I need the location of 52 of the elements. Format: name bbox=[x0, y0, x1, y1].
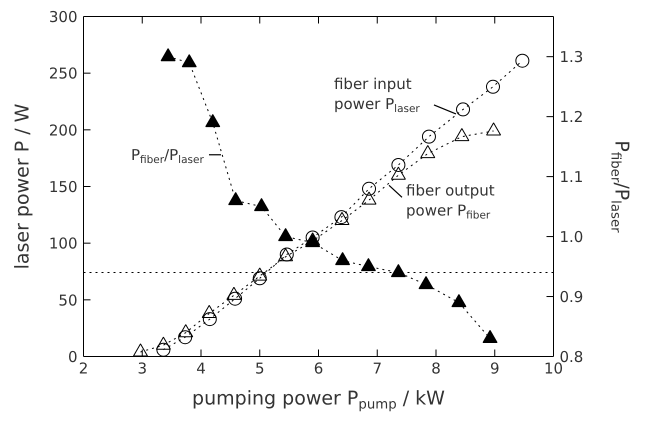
point bbox=[456, 102, 470, 116]
x-tick-label: 3 bbox=[137, 360, 148, 378]
point bbox=[178, 324, 194, 338]
y-tick-label: 150 bbox=[48, 178, 78, 196]
point bbox=[390, 166, 406, 180]
y2-tick-label: 1.0 bbox=[560, 228, 584, 246]
point bbox=[420, 145, 436, 158]
y2-tick-label: 1.1 bbox=[560, 168, 584, 186]
y2-tick-label: 0.9 bbox=[560, 288, 584, 306]
x-tick-label: 5 bbox=[254, 360, 265, 378]
x-tick-label: 9 bbox=[490, 360, 500, 378]
point bbox=[515, 54, 530, 68]
point bbox=[362, 182, 376, 196]
x-tick-label: 6 bbox=[314, 360, 324, 378]
point bbox=[228, 192, 244, 206]
point bbox=[252, 271, 267, 286]
point bbox=[205, 114, 220, 128]
point bbox=[132, 343, 148, 357]
y2-axis-title: Pfiber/Plaser bbox=[607, 140, 632, 234]
y-axis-title: laser power P / W bbox=[12, 103, 34, 270]
point bbox=[418, 276, 434, 290]
point bbox=[362, 192, 377, 205]
point bbox=[454, 128, 470, 142]
point bbox=[226, 286, 242, 300]
point bbox=[252, 267, 268, 281]
point bbox=[422, 130, 436, 144]
x-tick-label: 7 bbox=[372, 360, 382, 378]
point bbox=[160, 48, 176, 62]
point bbox=[486, 122, 502, 136]
y-tick-label: 50 bbox=[58, 291, 78, 310]
y-tick-label: 300 bbox=[48, 8, 78, 26]
point bbox=[486, 80, 500, 94]
point bbox=[254, 198, 270, 212]
point bbox=[156, 336, 171, 350]
point bbox=[451, 294, 466, 308]
point bbox=[360, 258, 376, 272]
point bbox=[278, 228, 294, 242]
point bbox=[202, 304, 217, 318]
y-tick-label: 0 bbox=[68, 348, 78, 366]
point bbox=[182, 54, 197, 68]
point bbox=[391, 158, 406, 172]
y-tick-label: 100 bbox=[48, 234, 78, 253]
x-tick-label: 4 bbox=[196, 360, 206, 378]
y2-tick-label: 1.3 bbox=[560, 48, 584, 66]
point bbox=[335, 252, 350, 266]
y-tick-label: 200 bbox=[48, 121, 78, 140]
point bbox=[390, 264, 406, 278]
y2-tick-label: 1.2 bbox=[560, 108, 584, 126]
point bbox=[482, 330, 498, 344]
y-tick-label: 250 bbox=[48, 64, 78, 83]
x-tick-label: 2 bbox=[78, 360, 88, 378]
x-tick-label: 8 bbox=[431, 360, 441, 378]
